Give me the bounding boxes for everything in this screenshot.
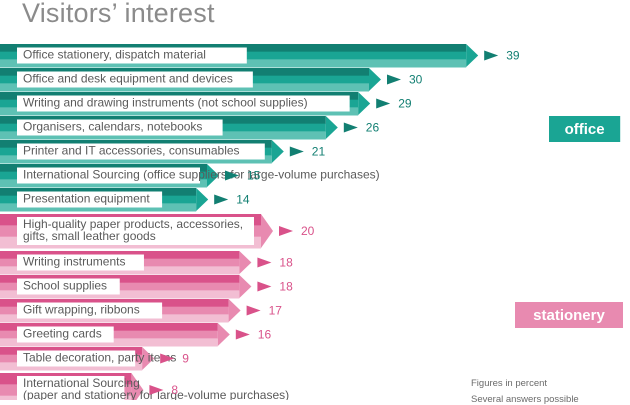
- bar-tip: [239, 251, 252, 274]
- bar-label: Writing instruments: [23, 255, 125, 269]
- value-arrow: [235, 329, 250, 340]
- label-box: [17, 47, 247, 64]
- value-arrow: [484, 50, 499, 61]
- label-box: [17, 350, 136, 367]
- data-label: 18: [279, 256, 293, 270]
- value-arrow: [214, 194, 229, 205]
- group-tag-office: office: [549, 116, 621, 142]
- data-label: 14: [236, 193, 250, 207]
- data-label: 18: [279, 280, 293, 294]
- label-box: [17, 302, 163, 319]
- bar-tip: [466, 44, 479, 67]
- data-label: 29: [398, 97, 412, 111]
- value-arrow: [376, 98, 391, 109]
- bar-label: School supplies: [23, 279, 107, 293]
- bar-label: International Sourcing (office suppliers…: [23, 168, 380, 182]
- group-tag-text: office: [565, 121, 605, 138]
- bar-stationery-1: High-quality paper products, accessories…: [0, 214, 315, 249]
- data-label: 20: [301, 224, 315, 238]
- bar-stationery-3: School supplies 18: [0, 275, 293, 299]
- group-tag-text: stationery: [533, 307, 605, 324]
- bar-label: Printer and IT accessories, consumables: [23, 144, 240, 158]
- value-arrow: [257, 281, 272, 292]
- value-arrow: [246, 305, 261, 316]
- bar-label: Greeting cards: [23, 327, 102, 341]
- data-label: 16: [258, 328, 272, 342]
- value-arrow: [279, 226, 293, 236]
- value-arrow: [343, 122, 358, 133]
- bar-office-7: Presentation equipment 14: [0, 188, 250, 212]
- bar-tip: [228, 299, 241, 322]
- note-figures-in-percent: Figures in percent: [471, 378, 548, 389]
- bar-tip: [196, 188, 209, 211]
- value-arrow: [149, 385, 164, 395]
- data-label: 30: [409, 73, 423, 87]
- label-box: [17, 71, 253, 88]
- label-box: [17, 326, 114, 343]
- bar-stationery-2: Writing instruments 18: [0, 251, 293, 275]
- data-label: 39: [506, 49, 520, 63]
- data-label: 17: [269, 304, 283, 318]
- bar-tip: [369, 68, 381, 91]
- bar-label: Presentation equipment: [23, 192, 150, 206]
- bar-office-2: Office and desk equipment and devices 30: [0, 68, 423, 92]
- group-tag-bg: [515, 302, 623, 328]
- value-arrow: [257, 257, 272, 268]
- bar-label: Gift wrapping, ribbons: [23, 303, 140, 317]
- label-box: [17, 254, 144, 271]
- label-box: [17, 217, 254, 245]
- bar-office-1: Office stationery, dispatch material 39: [0, 44, 520, 68]
- bar-tip: [358, 92, 371, 115]
- data-label: 21: [312, 145, 326, 159]
- label-box: [17, 143, 265, 160]
- bar-label: Writing and drawing instruments (not sch…: [23, 96, 308, 110]
- bar-stationery-5: Greeting cards 16: [0, 323, 271, 347]
- bar-tip: [271, 140, 284, 163]
- data-label: 15: [247, 169, 261, 183]
- bar-stationery-7: International Sourcing(paper and station…: [0, 373, 289, 400]
- bar-label: International Sourcing: [23, 376, 140, 390]
- value-arrow: [387, 74, 401, 85]
- bar-label: Office and desk equipment and devices: [23, 72, 233, 86]
- bar-tip: [217, 323, 230, 346]
- data-label: 9: [182, 352, 189, 366]
- bar-tip: [131, 373, 144, 400]
- bar-tip: [325, 116, 338, 139]
- chart-title: Visitors’ interest: [22, 0, 215, 28]
- bar-tip: [207, 164, 219, 187]
- bar-office-6: International Sourcing (office suppliers…: [0, 164, 380, 188]
- data-label: 8: [171, 383, 178, 397]
- value-arrow: [289, 146, 304, 157]
- bar-label: (paper and stationery for large-volume p…: [23, 388, 289, 400]
- bar-office-4: Organisers, calendars, notebooks 26: [0, 116, 379, 140]
- bar-office-5: Printer and IT accessories, consumables 2…: [0, 140, 325, 164]
- bar-tip: [142, 347, 155, 370]
- bar-label: Table decoration, party items: [23, 351, 176, 365]
- label-box: [17, 278, 120, 295]
- label-box: [17, 95, 350, 112]
- bar-stationery-4: Gift wrapping, ribbons 17: [0, 299, 282, 323]
- value-arrow: [160, 353, 175, 364]
- bar-label: High-quality paper products, accessories…: [23, 217, 243, 231]
- bar-tip: [261, 214, 273, 248]
- bar-stationery-6: Table decoration, party items 9: [0, 347, 189, 371]
- value-arrow: [225, 170, 239, 181]
- label-box: [17, 376, 125, 400]
- bar-label: Organisers, calendars, notebooks: [23, 120, 202, 134]
- group-tag-bg: [549, 116, 621, 142]
- bar-label: Office stationery, dispatch material: [23, 48, 206, 62]
- bar-tip: [239, 275, 252, 298]
- label-box: [17, 119, 223, 136]
- bar-office-3: Writing and drawing instruments (not sch…: [0, 92, 412, 116]
- label-box: [17, 191, 163, 208]
- data-label: 26: [366, 121, 380, 135]
- label-box: [17, 167, 200, 184]
- group-tag-stationery: stationery: [515, 302, 623, 328]
- bar-label: gifts, small leather goods: [23, 229, 156, 243]
